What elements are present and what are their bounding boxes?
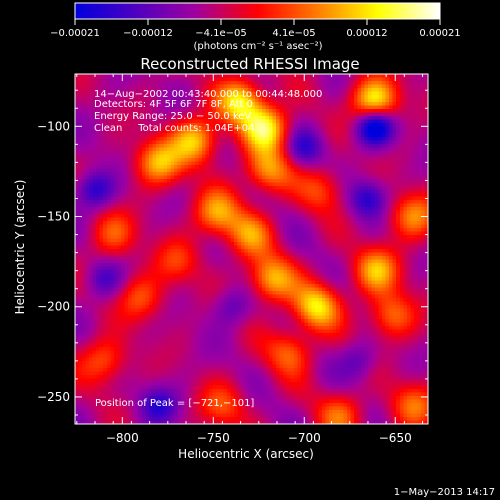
y-tick-label: −250 bbox=[37, 390, 70, 404]
colorbar: −0.00021 −0.00012 −4.1e−05 4.1e−05 0.00012 0.… bbox=[50, 2, 461, 52]
colorbar-unit-label: (photons cm⁻² s⁻¹ asec⁻²) bbox=[193, 41, 322, 52]
y-tick-label: −200 bbox=[37, 300, 70, 314]
observation-info: 14−Aug−2002 00:43:40.000 to 00:44:48.000… bbox=[94, 89, 322, 134]
colorbar-ticks: −0.00021 −0.00012 −4.1e−05 4.1e−05 0.00012 0.… bbox=[50, 19, 461, 39]
x-tick-label: −750 bbox=[197, 431, 230, 445]
chart-title: Reconstructed RHESSI Image bbox=[140, 55, 359, 73]
colorbar-tick-label: −0.00012 bbox=[123, 28, 173, 39]
colorbar-gradient bbox=[74, 2, 441, 20]
y-tick-label: −150 bbox=[37, 210, 70, 224]
colorbar-tick-label: 0.00012 bbox=[346, 28, 387, 39]
plot-area bbox=[74, 73, 429, 425]
x-tick-label: −800 bbox=[106, 431, 139, 445]
x-tick-labels: −800 −750 −700 −650 bbox=[106, 431, 412, 445]
annotation-energy-range: Energy Range: 25.0 − 50.0 keV bbox=[94, 111, 251, 122]
x-tick-label: −700 bbox=[288, 431, 321, 445]
heatmap-image bbox=[75, 74, 428, 424]
colorbar-tick-label: −0.00021 bbox=[50, 28, 100, 39]
y-tick-label: −100 bbox=[37, 119, 70, 133]
y-axis-label: Heliocentric Y (arcsec) bbox=[13, 180, 27, 315]
plot-frame bbox=[74, 73, 429, 425]
colorbar-tick-label: 4.1e−05 bbox=[272, 28, 315, 39]
peak-position-label: Position of Peak = [−721,−101] bbox=[95, 398, 254, 409]
annotation-time-range: 14−Aug−2002 00:43:40.000 to 00:44:48.000 bbox=[94, 89, 322, 100]
colorbar-tick-label: 0.00021 bbox=[419, 28, 460, 39]
annotation-detectors: Detectors: 4F 5F 6F 7F 8F, Att 0 bbox=[94, 99, 253, 110]
colorbar-tick-label: −4.1e−05 bbox=[195, 28, 247, 39]
render-timestamp: 1−May−2013 14:17 bbox=[394, 487, 495, 498]
annotation-total-counts: Clean Total counts: 1.04E+04 bbox=[94, 123, 254, 134]
x-tick-label: −650 bbox=[379, 431, 412, 445]
y-tick-labels: −100 −150 −200 −250 bbox=[37, 119, 70, 404]
x-axis-label: Heliocentric X (arcsec) bbox=[178, 447, 314, 461]
